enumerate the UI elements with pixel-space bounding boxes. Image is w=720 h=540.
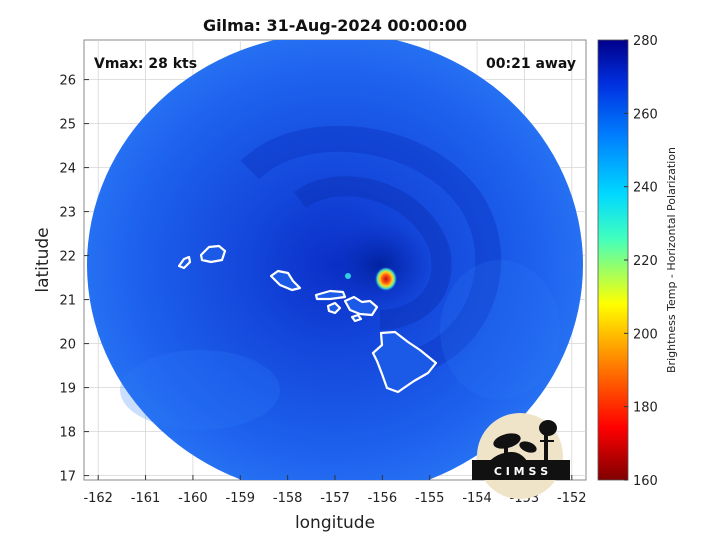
colorbar-tick-label: 180 <box>633 401 658 416</box>
colorbar-tick-label: 240 <box>633 181 658 196</box>
x-tick-label: -156 <box>368 491 398 506</box>
colorbar-ticks: 280 260 240 220 200 180 160 <box>624 34 658 489</box>
y-tick-label: 21 <box>59 294 76 309</box>
colorbar-tick-label: 280 <box>633 34 658 49</box>
x-tick-label: -155 <box>415 491 445 506</box>
x-tick-label: -152 <box>557 491 587 506</box>
y-tick-label: 22 <box>59 250 76 265</box>
y-axis-ticks: 26 25 24 23 22 21 20 19 18 17 <box>59 74 89 485</box>
colorbar-label: Brightness Temp - Horizontal Polarizatio… <box>665 147 678 373</box>
y-axis-label: latitude <box>33 227 53 292</box>
y-tick-label: 17 <box>59 470 76 485</box>
time-away-readout: 00:21 away <box>486 56 576 72</box>
x-tick-label: -159 <box>226 491 256 506</box>
x-tick-label: -162 <box>83 491 113 506</box>
y-tick-label: 20 <box>59 338 76 353</box>
island-niihau <box>177 255 192 270</box>
y-tick-label: 24 <box>59 162 76 177</box>
y-tick-label: 19 <box>59 382 76 397</box>
x-tick-label: -157 <box>320 491 350 506</box>
island-molokai <box>314 289 347 301</box>
y-tick-label: 18 <box>59 426 76 441</box>
island-hawaii <box>371 330 438 394</box>
microwave-swath <box>87 40 583 480</box>
colorbar-tick-label: 200 <box>633 327 658 342</box>
colorbar-tick-label: 160 <box>633 474 658 489</box>
x-tick-label: -160 <box>178 491 208 506</box>
island-kahoolawe <box>350 313 363 323</box>
colorbar-tick-label: 220 <box>633 254 658 269</box>
x-axis-ticks: -162-161-160-159-158-157-156-155-154-153… <box>83 475 587 506</box>
cimss-logo: C I M S S <box>472 413 570 499</box>
y-tick-label: 26 <box>59 74 76 89</box>
x-axis-label: longitude <box>295 513 375 533</box>
y-tick-label: 23 <box>59 206 76 221</box>
colorbar <box>597 39 629 481</box>
island-kauai <box>199 244 227 264</box>
map-title: Gilma: 31-Aug-2024 00:00:00 <box>203 16 467 35</box>
island-lanai <box>326 301 342 315</box>
x-tick-label: -154 <box>462 491 492 506</box>
colorbar-tick-label: 260 <box>633 107 658 122</box>
x-tick-label: -158 <box>273 491 303 506</box>
vmax-readout: Vmax: 28 kts <box>94 56 197 72</box>
island-coastlines <box>177 244 438 394</box>
logo-text: C I M S S <box>494 465 548 478</box>
convection-hotspot <box>375 267 397 291</box>
y-tick-label: 25 <box>59 118 76 133</box>
x-tick-label: -161 <box>131 491 161 506</box>
island-maui <box>343 295 379 317</box>
island-oahu <box>269 269 302 292</box>
